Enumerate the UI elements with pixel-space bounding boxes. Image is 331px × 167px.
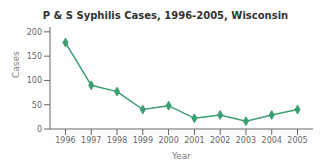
html-text:P & S Syphilis Cases, 1996-200: P & S Syphilis Cases, 1996-2005, Wiscons… [42,10,289,21]
svg-text:0: 0 [37,125,42,134]
svg-text:1999: 1999 [133,136,153,145]
svg-text:2002: 2002 [210,136,230,145]
svg-text:1997: 1997 [81,136,101,145]
svg-text:2005: 2005 [287,136,307,145]
svg-text:200: 200 [27,28,42,37]
svg-text:150: 150 [27,52,42,61]
svg-text:2001: 2001 [184,136,204,145]
svg-text:1998: 1998 [107,136,127,145]
svg-text:Year: Year [171,151,191,159]
svg-text:2003: 2003 [236,136,256,145]
svg-text:100: 100 [27,76,42,85]
svg-text:Cases: Cases [11,51,21,78]
svg-text:1996: 1996 [55,136,75,145]
svg-text:50: 50 [32,101,42,110]
svg-text:2004: 2004 [262,136,282,145]
svg-text:2000: 2000 [158,136,178,145]
